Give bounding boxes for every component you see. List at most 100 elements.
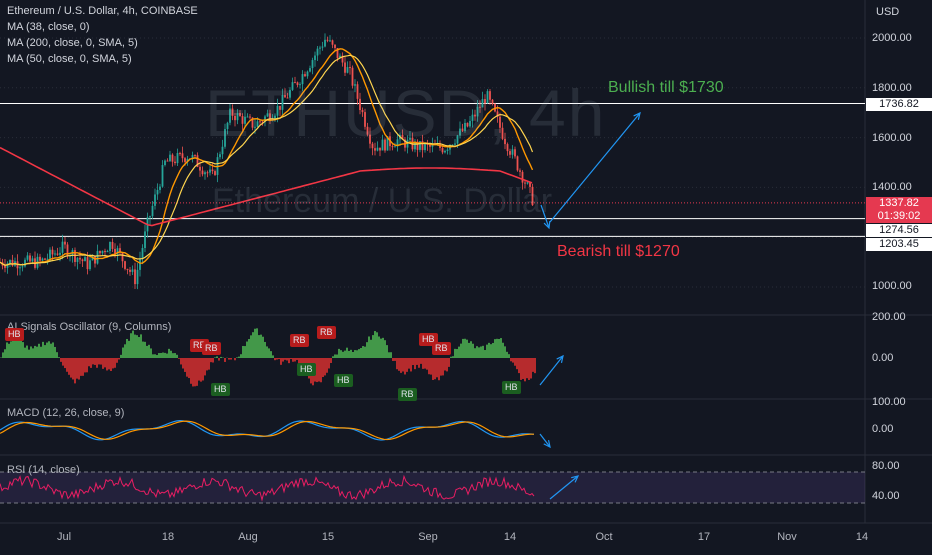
oscillator-bar [460, 344, 462, 358]
oscillator-bar [448, 358, 450, 367]
candle-body [179, 153, 181, 154]
candle-body [42, 259, 44, 261]
oscillator-bar [524, 358, 526, 381]
ma38-legend[interactable]: MA (38, close, 0) [7, 21, 90, 33]
oscillator-bar [508, 354, 510, 358]
oscillator-bar [212, 358, 214, 363]
oscillator-bar [478, 347, 480, 358]
oscillator-bar [382, 338, 384, 358]
oscillator-bar [158, 353, 160, 358]
oscillator-bar [494, 339, 496, 358]
oscillator-bar [50, 344, 52, 358]
oscillator-bar [236, 357, 238, 358]
candle-body [172, 155, 174, 162]
bar-countdown: 01:39:02 [866, 210, 932, 223]
oscillator-bar [260, 335, 262, 358]
candle-body [39, 257, 41, 261]
oscillator-bar [216, 356, 218, 358]
candle-body [309, 68, 311, 71]
oscillator-bar [510, 358, 512, 361]
oscillator-bar [112, 358, 114, 368]
signal-badge: RB [432, 342, 451, 355]
oscillator-label[interactable]: AI Signals Oscillator (9, Columns) [7, 321, 171, 333]
oscillator-bar [344, 351, 346, 358]
candle-body [139, 259, 141, 270]
oscillator-bar [156, 355, 158, 358]
oscillator-bar [208, 358, 210, 370]
candle-body [84, 257, 86, 261]
candle-body [177, 153, 179, 163]
rsi-tick: 40.00 [872, 490, 900, 502]
ma200-legend[interactable]: MA (200, close, 0, SMA, 5) [7, 37, 138, 49]
macd-label[interactable]: MACD (12, 26, close, 9) [7, 407, 124, 419]
oscillator-bar [220, 357, 222, 358]
bearish-annotation[interactable]: Bearish till $1270 [557, 243, 680, 261]
oscillator-bar [90, 358, 92, 368]
oscillator-bar [252, 332, 254, 358]
signal-badge: HB [502, 381, 521, 394]
oscillator-bar [148, 345, 150, 358]
resistance-price-box[interactable]: 1736.82 [866, 98, 932, 111]
oscillator-bar [206, 358, 208, 370]
candle-body [167, 161, 169, 162]
current-price-box[interactable]: 1337.82 [866, 197, 932, 210]
rsi-label[interactable]: RSI (14, close) [7, 464, 80, 476]
oscillator-bar [230, 358, 232, 360]
currency-label: USD [876, 6, 899, 18]
candle-body [312, 60, 314, 68]
oscillator-bar [374, 331, 376, 358]
candle-body [107, 251, 109, 252]
support2-price-box[interactable]: 1203.45 [866, 238, 932, 251]
x-tick-label: 14 [504, 531, 516, 543]
oscillator-bar [150, 348, 152, 358]
candle-body [12, 260, 14, 266]
candle-body [509, 151, 511, 155]
oscillator-bar [500, 338, 502, 358]
oscillator-bar [110, 358, 112, 371]
oscillator-bar [138, 337, 140, 358]
oscillator-bar [412, 358, 414, 365]
oscillator-bar [40, 347, 42, 358]
oscillator-bar [128, 341, 130, 358]
oscillator-bar [434, 358, 436, 379]
oscillator-bar [204, 358, 206, 375]
oscillator-bar [466, 340, 468, 358]
oscillator-bar [376, 332, 378, 358]
oscillator-bar [446, 358, 448, 371]
candle-body [137, 270, 139, 284]
candle-body [194, 155, 196, 156]
oscillator-bar [246, 342, 248, 358]
oscillator-bar [168, 349, 170, 358]
oscillator-bar [198, 358, 200, 381]
oscillator-bar [62, 358, 64, 366]
oscillator-bar [96, 358, 98, 368]
oscillator-bar [26, 346, 28, 358]
candle-body [152, 206, 154, 216]
oscillator-bar [436, 358, 438, 377]
x-tick-label: 15 [322, 531, 334, 543]
projection-arrows[interactable] [540, 113, 640, 499]
oscillator-bar [172, 353, 174, 358]
oscillator-bar [340, 350, 342, 358]
oscillator-bar [400, 358, 402, 373]
oscillator-bar [280, 358, 282, 365]
support1-price-box[interactable]: 1274.56 [866, 224, 932, 237]
candle-body [47, 259, 49, 260]
oscillator-bar [528, 358, 530, 380]
oscillator-bar [22, 342, 24, 358]
candle-body [162, 165, 164, 187]
oscillator-bar [428, 358, 430, 374]
oscillator-tick: 0.00 [872, 352, 893, 364]
candle-body [44, 259, 46, 260]
ma50-legend[interactable]: MA (50, close, 0, SMA, 5) [7, 53, 132, 65]
candle-body [219, 154, 221, 157]
oscillator-bar [136, 335, 138, 358]
oscillator-bar [288, 358, 290, 363]
oscillator-bar [92, 358, 94, 364]
oscillator-bar [218, 358, 220, 361]
oscillator-bar [426, 358, 428, 370]
bullish-annotation[interactable]: Bullish till $1730 [608, 79, 724, 97]
oscillator-bar [196, 358, 198, 386]
candle-body [444, 151, 446, 152]
